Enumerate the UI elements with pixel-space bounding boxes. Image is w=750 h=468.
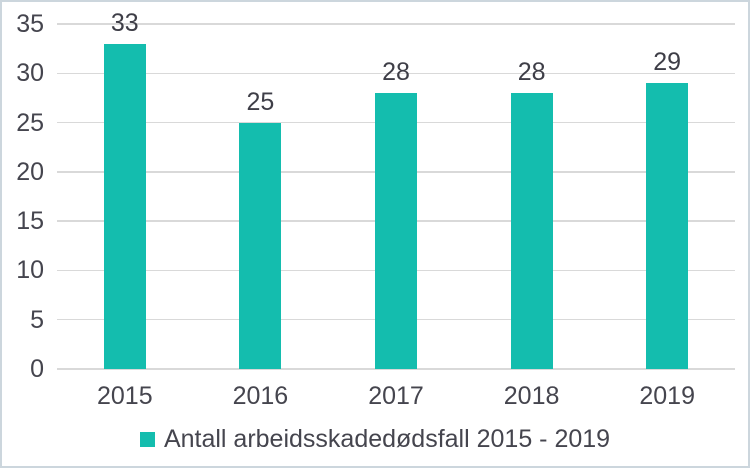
bar-value-label: 28 xyxy=(382,58,410,86)
legend-swatch-icon xyxy=(139,431,155,447)
bar-value-label: 28 xyxy=(517,58,546,86)
bar-2017 xyxy=(375,93,417,369)
y-axis-tick-label: 10 xyxy=(16,256,44,285)
x-axis-category-label: 2016 xyxy=(232,382,289,410)
x-axis-category-label: 2018 xyxy=(503,382,560,410)
y-axis-tick-label: 5 xyxy=(30,305,44,334)
y-axis-tick-label: 25 xyxy=(16,108,44,137)
y-axis-tick-label: 15 xyxy=(16,207,44,236)
bar-value-label: 29 xyxy=(653,48,682,77)
bar-2016 xyxy=(239,122,282,369)
bar-value-label: 25 xyxy=(246,87,275,116)
y-axis-tick-label: 20 xyxy=(16,157,44,186)
chart-legend: Antall arbeidsskadedødsfall 2015 - 2019 xyxy=(2,424,748,454)
bar-2019 xyxy=(646,83,689,369)
y-axis-tick-label: 0 xyxy=(30,355,44,383)
bar-2018 xyxy=(510,93,553,369)
x-axis-category-label: 2015 xyxy=(96,382,153,410)
bar-2015 xyxy=(103,43,146,369)
x-axis-category-label: 2017 xyxy=(368,382,424,410)
y-axis-tick-label: 35 xyxy=(16,10,44,38)
gridline xyxy=(57,23,735,25)
x-axis-category-label: 2019 xyxy=(639,382,695,410)
gridline xyxy=(57,72,735,75)
bar-value-label: 33 xyxy=(110,8,139,37)
legend-label: Antall arbeidsskadedødsfall 2015 - 2019 xyxy=(163,425,611,453)
gridline xyxy=(57,368,735,370)
y-axis-tick-label: 30 xyxy=(16,59,44,88)
